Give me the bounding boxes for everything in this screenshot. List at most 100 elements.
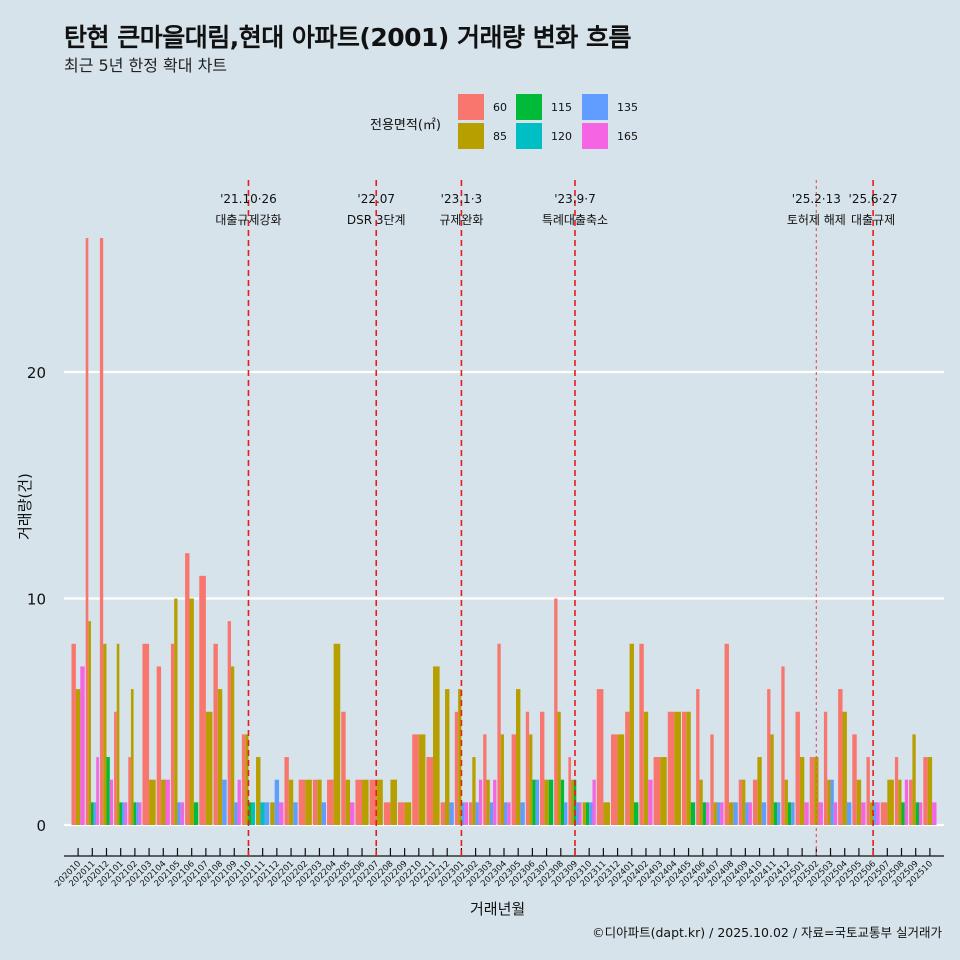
bar-202404-60 <box>667 711 675 825</box>
bar-202204-60 <box>327 779 334 825</box>
bar-202112-135 <box>274 779 280 825</box>
bar-202311-60 <box>596 689 604 825</box>
y-tick-label: 10 <box>27 591 46 609</box>
y-tick-label: 0 <box>36 817 46 835</box>
bar-202409-85 <box>742 779 746 825</box>
bar-202104-60 <box>156 666 162 825</box>
bar-202302-60 <box>469 802 473 825</box>
bar-202309-60 <box>568 757 572 825</box>
bar-202410-60 <box>752 779 758 825</box>
bar-202412-60 <box>781 666 785 825</box>
event-text-label: 대출규제 <box>851 213 895 227</box>
bar-202210-60 <box>412 734 419 825</box>
legend-item-60: 60 <box>458 94 507 120</box>
bar-202305-135 <box>520 802 525 825</box>
legend-item-85: 85 <box>458 123 507 149</box>
bar-202305-85 <box>515 689 521 825</box>
bar-202011-60 <box>85 238 89 826</box>
legend-swatch <box>516 94 542 120</box>
bar-202212-60 <box>440 802 446 825</box>
bar-202212-85 <box>445 689 450 825</box>
bar-202408-85 <box>728 802 734 825</box>
bar-202205-60 <box>341 711 346 825</box>
legend-label: 135 <box>617 100 638 114</box>
bar-202204-85 <box>333 643 341 825</box>
bar-202502-165 <box>818 802 823 825</box>
bar-202504-85 <box>842 711 847 825</box>
bar-202303-60 <box>483 734 487 825</box>
bar-202507-60 <box>880 802 888 825</box>
event-date-label: '25.2·13 <box>792 192 841 206</box>
legend-swatch <box>458 123 484 149</box>
bar-202310-85 <box>582 802 586 825</box>
bars <box>71 238 937 826</box>
x-axis-label: 거래년월 <box>470 900 526 918</box>
bar-202201-60 <box>284 757 289 825</box>
bar-202101-165 <box>124 802 128 825</box>
bar-202108-60 <box>213 643 218 825</box>
bar-202508-115 <box>901 802 905 825</box>
bar-202307-85 <box>544 779 549 825</box>
bar-202408-60 <box>724 643 729 825</box>
bar-202508-60 <box>894 757 899 825</box>
bar-202102-60 <box>128 757 131 825</box>
bar-202509-165 <box>919 802 923 825</box>
bar-202203-60 <box>312 779 318 825</box>
bar-202110-60 <box>241 734 246 825</box>
bar-202112-85 <box>270 802 275 825</box>
bar-202409-60 <box>738 779 743 825</box>
bar-202410-135 <box>761 802 767 825</box>
bar-202401-60 <box>625 711 630 825</box>
bar-202211-60 <box>426 757 434 825</box>
bar-202208-60 <box>383 802 391 825</box>
legend-swatch <box>582 94 608 120</box>
chart-title: 탄현 큰마을대림,현대 아파트(2001) 거래량 변화 흐름 <box>64 23 631 52</box>
bar-202307-60 <box>539 711 545 825</box>
bar-202406-85 <box>699 779 703 825</box>
bar-202301-135 <box>461 802 465 825</box>
bar-202301-165 <box>464 802 469 825</box>
bar-202304-135 <box>504 802 508 825</box>
event-date-label: '22.07 <box>357 192 395 206</box>
bar-202501-165 <box>804 802 809 825</box>
bar-202402-165 <box>648 779 653 825</box>
bar-202404-85 <box>674 711 681 825</box>
bar-202207-60 <box>369 779 377 825</box>
bar-202012-165 <box>109 779 114 825</box>
bar-202410-85 <box>757 757 762 825</box>
bar-202405-115 <box>690 802 696 825</box>
bar-202106-115 <box>193 802 199 825</box>
bar-202102-115 <box>133 802 137 825</box>
event-date-label: '23.1·3 <box>441 192 482 206</box>
bar-202106-85 <box>189 598 194 825</box>
bar-202411-60 <box>767 689 771 825</box>
event-text-label: DSR 3단계 <box>347 213 406 227</box>
bar-202401-115 <box>633 802 639 825</box>
bar-202202-85 <box>305 779 312 825</box>
bar-202309-85 <box>571 779 574 825</box>
bar-202306-60 <box>525 711 530 825</box>
bar-202107-85 <box>205 711 213 825</box>
bar-202401-85 <box>629 643 634 825</box>
bar-202101-60 <box>114 711 117 825</box>
bar-202108-135 <box>222 779 227 825</box>
bar-202110-120 <box>251 802 256 825</box>
bar-202510-85 <box>927 757 933 825</box>
bar-202509-85 <box>912 734 916 825</box>
bar-202304-60 <box>497 643 501 825</box>
bar-202509-60 <box>909 779 913 825</box>
bar-202508-85 <box>898 779 902 825</box>
bar-202307-115 <box>548 779 554 825</box>
bar-202010-60 <box>71 643 76 825</box>
bar-202310-165 <box>592 779 596 825</box>
bar-202104-85 <box>161 779 166 825</box>
bar-202304-165 <box>507 802 511 825</box>
bar-202012-85 <box>103 643 107 825</box>
bar-202409-165 <box>748 802 752 825</box>
legend-label: 60 <box>493 100 507 114</box>
bar-202010-85 <box>75 689 81 825</box>
bar-202306-135 <box>535 779 539 825</box>
bar-202403-60 <box>653 757 661 825</box>
event-text-label: 토허제 해제 <box>787 213 846 227</box>
